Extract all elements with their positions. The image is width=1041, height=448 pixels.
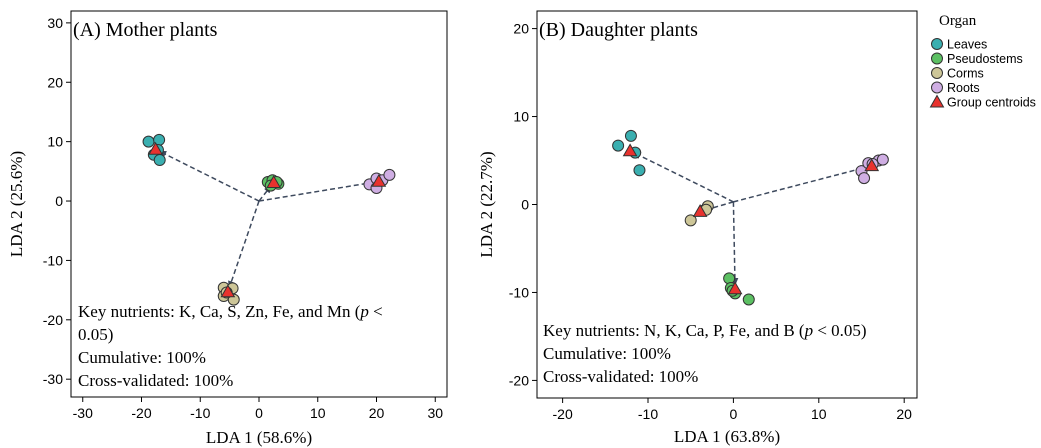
discriminant-vector-pseudostems	[731, 201, 739, 286]
x-tick-label: -20	[131, 405, 151, 421]
point-leaves	[633, 164, 646, 177]
point-leaves	[142, 135, 155, 148]
y-tick-label: 0	[55, 193, 63, 209]
note-line: Cross-validated: 100%	[78, 371, 233, 390]
note-line: 0.05)	[78, 325, 113, 344]
legend-label: Pseudostems	[947, 52, 1023, 66]
y-tick-label: -10	[509, 284, 529, 300]
legend-marker	[931, 52, 943, 65]
y-tick-label: -20	[509, 372, 529, 388]
point-pseudostems	[723, 272, 736, 285]
x-tick-label: 0	[255, 405, 263, 421]
legend-label: Leaves	[947, 38, 987, 52]
legend-label: Roots	[947, 81, 980, 95]
point-leaves	[624, 129, 637, 142]
x-tick-label: 10	[811, 406, 827, 422]
note-line: Cross-validated: 100%	[543, 367, 698, 386]
plot-frame	[70, 10, 448, 398]
centroid-leaves	[622, 143, 638, 157]
legend-marker	[931, 38, 943, 50]
note-line: Cumulative: 100%	[543, 344, 671, 363]
y-tick-label: 10	[47, 134, 63, 150]
legend-marker	[929, 94, 945, 108]
legend-item-roots: Roots	[931, 81, 980, 95]
x-tick-label: 0	[730, 406, 738, 422]
x-tick-label: -30	[73, 405, 93, 421]
panel-a-mother-plants: -30 -20 -10 0 10 20 30 -30 -20 -10 0 10 20 30 LDA 1 (5…	[7, 10, 448, 447]
x-tick-label: 30	[427, 405, 443, 421]
x-axis-label: LDA 1 (58.6%)	[206, 428, 312, 447]
discriminant-vector-leaves	[632, 151, 734, 203]
x-tick-label: -10	[638, 406, 658, 422]
discriminant-vector-roots	[258, 179, 376, 202]
point-leaves	[153, 154, 166, 167]
centroid-pseudostems	[727, 281, 743, 295]
x-tick-label: 20	[896, 406, 912, 422]
legend-item-corms: Corms	[931, 67, 984, 81]
centroid-pseudostems	[266, 175, 282, 188]
centroid-roots	[371, 173, 387, 187]
centroid-corms	[692, 204, 708, 217]
discriminant-vector-corms	[228, 200, 260, 290]
note-line: Key nutrients: K, Ca, S, Zn, Fe, and Mn …	[78, 302, 383, 321]
legend-item-group-centroids: Group centroids	[929, 94, 1036, 110]
legend-marker	[931, 67, 943, 79]
discriminant-vector-roots	[733, 165, 869, 203]
x-tick-label: 10	[310, 405, 326, 421]
panel-title: (A) Mother plants	[73, 19, 218, 41]
x-axis-label: LDA 1 (63.8%)	[674, 427, 780, 446]
y-axis-label: LDA 2 (25.6%)	[7, 151, 26, 257]
legend-label: Group centroids	[947, 96, 1036, 110]
note-line: Key nutrients: N, K, Ca, P, Fe, and B (p…	[543, 321, 867, 340]
legend-item-leaves: Leaves	[931, 38, 987, 52]
point-roots	[876, 153, 889, 166]
y-tick-label: 20	[513, 21, 529, 37]
y-tick-label: 10	[513, 109, 529, 125]
legend-item-pseudostems: Pseudostems	[931, 52, 1023, 66]
point-roots	[383, 168, 396, 181]
panel-title: (B) Daughter plants	[539, 19, 698, 41]
y-tick-label: 20	[47, 74, 63, 90]
point-roots	[858, 172, 871, 185]
legend-marker	[931, 81, 943, 94]
y-tick-label: 30	[47, 15, 63, 31]
point-pseudostems	[742, 293, 755, 306]
legend-label: Corms	[947, 67, 984, 81]
point-leaves	[612, 139, 625, 152]
centroid-roots	[864, 158, 880, 172]
centroid-corms	[220, 284, 236, 298]
centroid-leaves	[148, 141, 163, 155]
legend-title: Organ	[939, 13, 977, 29]
point-corms	[684, 214, 697, 227]
y-tick-label: 0	[521, 197, 529, 213]
discriminant-vector-leaves	[158, 150, 260, 202]
y-tick-label: -10	[43, 252, 63, 268]
note-line: Cumulative: 100%	[78, 348, 206, 367]
x-tick-label: -20	[553, 406, 573, 422]
y-axis-label: LDA 2 (22.7%)	[477, 151, 496, 257]
x-tick-label: 20	[369, 405, 385, 421]
panel-b-daughter-plants: -20 -10 0 10 20 -20 -10 0 10 20 LDA 1 (63.8%) LDA 2…	[477, 10, 918, 446]
y-tick-label: -20	[43, 312, 63, 328]
y-tick-label: -30	[43, 371, 63, 387]
x-tick-label: -10	[190, 405, 210, 421]
